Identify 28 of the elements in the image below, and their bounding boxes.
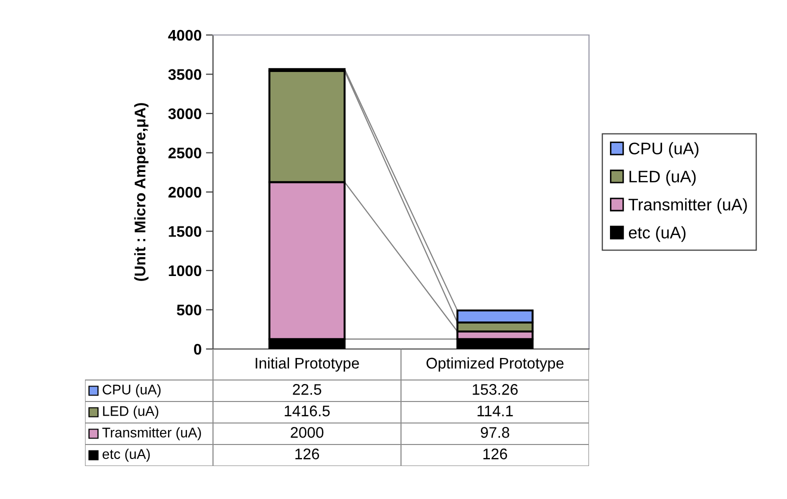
data-label: 114.1 [478,406,513,416]
text: Transmitter (uA) [102,427,201,440]
legend-label: CPU (uA) [629,142,698,158]
y-tick-label: 3500 [168,69,202,80]
text: CPU (uA) [102,384,161,398]
y-tick-label: 0 [194,344,202,355]
x-tick-label: Optimized Prototype [426,357,564,372]
data-label: 2000 [290,427,324,438]
legend-label: Transmitter (uA) [628,198,747,214]
y-tick-label: 500 [176,304,202,316]
data-label: 97.8 [480,427,510,438]
text: etc (uA) [102,448,150,462]
data-label: 153.26 [472,384,518,395]
y-tick-label: 1000 [168,265,202,276]
data-label: 126 [295,448,320,460]
y-axis-title: (Unit : Micro Ampere,μA) [134,103,148,281]
y-tick-label: 2500 [168,148,202,158]
y-tick-label: 2000 [168,186,202,198]
data-label: 126 [483,448,508,460]
y-tick-label: 4000 [168,30,202,41]
legend-label: LED (uA) [630,170,696,186]
data-label: 1416.5 [284,406,330,416]
y-tick-label: 1500 [168,226,202,237]
text: LED (uA) [103,406,158,419]
legend-label: etc (uA) [628,226,686,242]
y-tick-label: 3000 [168,108,202,120]
data-label: 22.5 [292,384,322,395]
x-tick-label: Initial Prototype [256,357,359,372]
